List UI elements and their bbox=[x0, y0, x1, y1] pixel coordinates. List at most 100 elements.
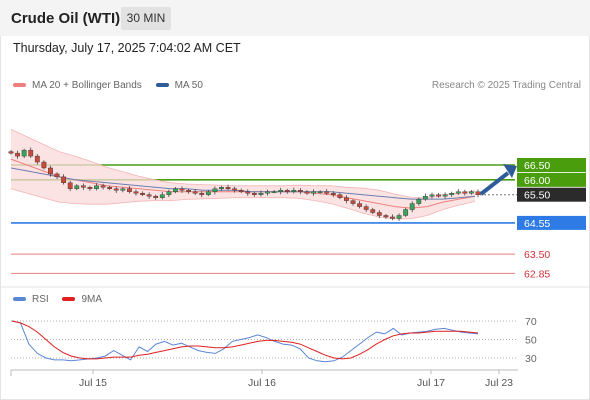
level-label-0: 66.50 bbox=[524, 160, 550, 172]
candle-body bbox=[422, 195, 428, 200]
level-label-5: 62.85 bbox=[524, 268, 550, 280]
candle-body bbox=[284, 190, 290, 192]
candle-body bbox=[153, 195, 159, 198]
level-label-2: 65.50 bbox=[524, 190, 550, 202]
candle-body bbox=[192, 191, 198, 194]
candle-body bbox=[126, 188, 132, 192]
candle-body bbox=[199, 193, 205, 195]
candle-body bbox=[330, 193, 336, 195]
trend-arrow-head bbox=[503, 164, 517, 178]
candle-body bbox=[225, 187, 231, 189]
candle-body bbox=[409, 203, 415, 210]
legend-label-rsi: RSI bbox=[32, 294, 49, 305]
candle-body bbox=[94, 185, 99, 189]
legend-label-ma50: MA 50 bbox=[174, 80, 203, 91]
candle-body bbox=[298, 190, 303, 192]
x-tick-label-1: Jul 16 bbox=[248, 377, 276, 389]
candle-body bbox=[100, 185, 106, 188]
level-tag-0 bbox=[517, 158, 586, 172]
candle-body bbox=[179, 188, 185, 191]
candle-body bbox=[107, 187, 113, 189]
candle-body bbox=[251, 193, 257, 195]
candle-body bbox=[48, 167, 53, 175]
candle-body bbox=[350, 200, 356, 204]
candle-body bbox=[219, 187, 224, 189]
candle-body bbox=[390, 216, 395, 219]
legend-swatch-9ma bbox=[62, 297, 76, 302]
candle-body bbox=[429, 194, 435, 197]
rsi-tick-label-2: 30 bbox=[525, 353, 537, 365]
legend-swatch-ma50 bbox=[155, 83, 169, 88]
candle-body bbox=[15, 152, 20, 157]
x-tick-label-0: Jul 15 bbox=[79, 377, 107, 389]
rsi-tick-label-0: 70 bbox=[525, 316, 537, 328]
candle-body bbox=[61, 176, 67, 184]
legend-label-ma20: MA 20 + Bollinger Bands bbox=[32, 80, 142, 91]
rsi-series-rsi bbox=[11, 320, 479, 363]
candle-body bbox=[232, 188, 238, 191]
rsi-tick-label-1: 50 bbox=[525, 335, 537, 347]
candle-body bbox=[28, 149, 34, 157]
candle-body bbox=[133, 191, 139, 194]
bollinger-upper bbox=[10, 129, 476, 199]
candle-body bbox=[337, 194, 343, 198]
level-tag-2 bbox=[517, 187, 586, 202]
candle-body bbox=[304, 191, 310, 194]
price-legend: MA 20 + Bollinger Bands MA 50 bbox=[13, 80, 214, 91]
level-tag-1 bbox=[517, 172, 586, 187]
candle-body bbox=[186, 190, 191, 192]
candle-body bbox=[67, 182, 73, 189]
candle-body bbox=[324, 191, 330, 194]
timestamp: Thursday, July 17, 2025 7:04:02 AM CET bbox=[13, 41, 241, 55]
candle-body bbox=[159, 194, 165, 198]
candle-body bbox=[455, 191, 461, 194]
candle-body bbox=[238, 190, 244, 192]
candle-body bbox=[146, 194, 152, 197]
bollinger-band bbox=[11, 129, 475, 219]
trend-arrow-shaft bbox=[479, 171, 510, 196]
candle-body bbox=[34, 155, 40, 163]
legend-item-ma20: MA 20 + Bollinger Bands bbox=[13, 80, 142, 91]
level-label-1: 66.00 bbox=[524, 175, 550, 187]
candle-body bbox=[245, 191, 251, 194]
x-tick-label-2: Jul 17 bbox=[417, 377, 445, 389]
candle-body bbox=[442, 194, 448, 197]
candle-body bbox=[113, 188, 119, 191]
candle-body bbox=[21, 149, 27, 157]
copyright-text: Research © 2025 Trading Central bbox=[431, 80, 581, 91]
candle-body bbox=[357, 203, 363, 207]
legend-swatch-rsi bbox=[13, 297, 26, 302]
candle-body bbox=[258, 193, 264, 195]
rsi-legend: RSI 9MA bbox=[13, 294, 113, 305]
legend-swatch-ma20 bbox=[13, 83, 26, 88]
legend-item-ma50: MA 50 bbox=[155, 80, 203, 91]
candle-body bbox=[74, 185, 80, 189]
candle-body bbox=[475, 191, 481, 195]
level-label-3: 64.55 bbox=[524, 218, 550, 230]
header-bar: Crude Oil (WTI) 30 MIN bbox=[0, 0, 590, 36]
candle-body bbox=[278, 190, 284, 192]
candle-body bbox=[54, 173, 60, 178]
level-tag-3 bbox=[517, 215, 586, 230]
candle-body bbox=[311, 191, 316, 194]
candle-body bbox=[271, 191, 277, 193]
candle-body bbox=[403, 209, 409, 216]
candle-body bbox=[396, 215, 402, 219]
candle-body bbox=[166, 191, 172, 195]
level-label-4: 63.50 bbox=[524, 249, 550, 261]
candle-body bbox=[436, 194, 441, 197]
timeframe-button[interactable]: 30 MIN bbox=[121, 7, 171, 30]
candle-body bbox=[449, 193, 455, 195]
candle-body bbox=[376, 212, 382, 216]
candle-body bbox=[469, 191, 474, 194]
legend-item-9ma: 9MA bbox=[62, 294, 102, 305]
candle-body bbox=[8, 151, 14, 154]
bollinger-lower bbox=[10, 188, 476, 220]
candle-body bbox=[416, 198, 422, 204]
candle-body bbox=[140, 193, 145, 195]
rsi-series-9ma bbox=[11, 320, 479, 360]
candle-body bbox=[41, 161, 47, 169]
candle-body bbox=[363, 206, 369, 210]
candle-body bbox=[370, 209, 376, 213]
